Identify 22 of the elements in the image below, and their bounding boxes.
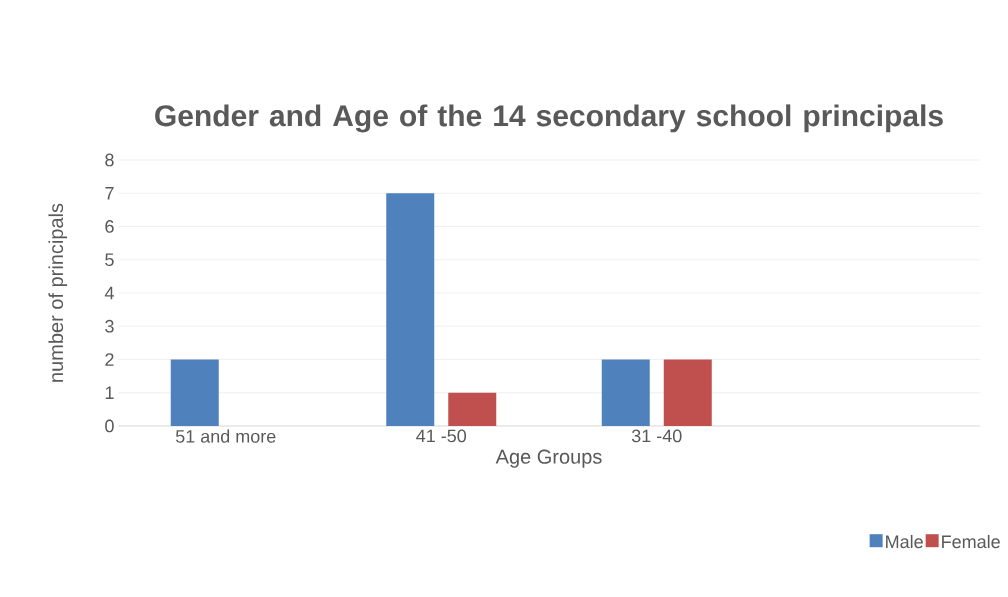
bar <box>601 359 650 426</box>
y-tick-label: 5 <box>105 253 114 267</box>
x-tick-label: 31 -40 <box>631 429 682 443</box>
y-tick-label: 8 <box>105 153 114 167</box>
x-axis-title: Age Groups <box>495 449 602 468</box>
y-tick-label: 2 <box>105 353 114 366</box>
bar <box>386 193 435 426</box>
legend-label: Female <box>942 534 1000 549</box>
x-tick-label: 51 and more <box>175 429 276 443</box>
y-tick-label: 0 <box>105 419 114 433</box>
y-tick-label: 4 <box>104 286 114 300</box>
bar <box>448 392 497 426</box>
bar <box>170 359 219 426</box>
bar <box>663 359 712 426</box>
chart-title: Gender and Age of the 14 secondary school principals <box>155 104 943 133</box>
y-tick-label: 7 <box>105 187 114 200</box>
legend-label: Male <box>886 534 923 549</box>
y-axis-title: number of principals <box>48 203 68 382</box>
y-tick-label: 3 <box>105 319 114 333</box>
x-tick-label: 41 -50 <box>416 429 467 443</box>
y-tick-label: 6 <box>105 220 114 233</box>
y-tick-label: 1 <box>105 386 114 399</box>
